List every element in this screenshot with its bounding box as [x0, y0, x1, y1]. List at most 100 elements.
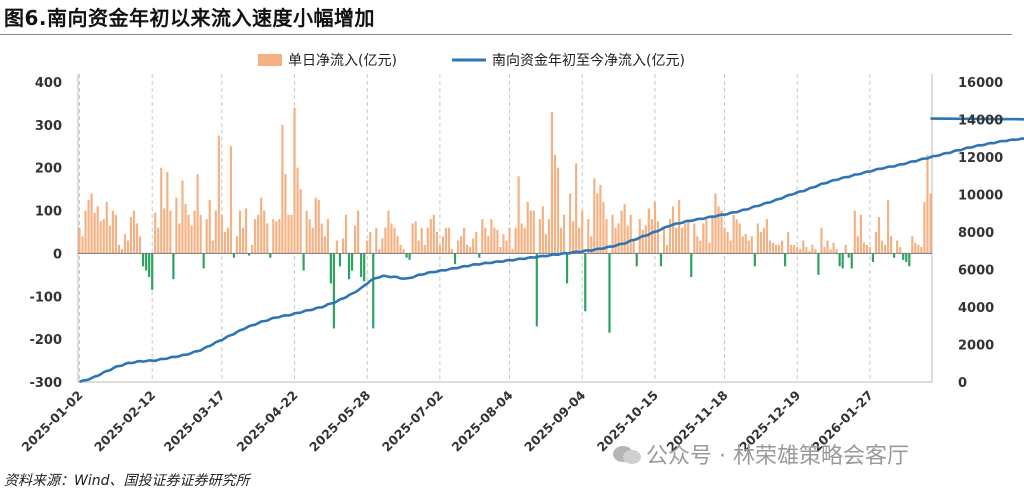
daily-flow-bar — [750, 236, 753, 254]
right-y-tick-label: 12000 — [958, 151, 1003, 166]
daily-flow-bar — [853, 210, 856, 254]
daily-flow-bar — [344, 214, 348, 254]
right-y-tick-label: 6000 — [958, 264, 994, 279]
right-y-axis: 16000 14000 12000 10000 8000 6000 4000 2000 0 — [958, 76, 1003, 391]
daily-flow-bar — [929, 193, 932, 254]
daily-flow-bar — [154, 212, 157, 254]
daily-flow-bar — [632, 240, 635, 254]
daily-flow-bar — [556, 167, 560, 254]
daily-flow-bar — [917, 244, 920, 254]
legend: 单日净流入(亿元) 南向资金年初至今净流入(亿元) — [258, 52, 685, 69]
daily-flow-bar — [320, 223, 323, 254]
daily-flow-bar — [644, 225, 647, 254]
source-note: 资料来源：Wind、国投证券证券研究所 — [4, 473, 250, 489]
daily-flow-bar — [668, 219, 672, 254]
daily-flow-bar — [626, 225, 629, 254]
legend-bar-swatch — [258, 54, 282, 66]
daily-flow-bar — [138, 236, 142, 254]
daily-flow-bar — [635, 253, 638, 267]
daily-flow-bar — [708, 242, 711, 254]
x-tick-label: 2025-08-04 — [449, 387, 516, 454]
daily-flow-bar — [129, 217, 133, 254]
daily-flow-bar — [681, 227, 684, 254]
daily-flow-bar — [787, 232, 790, 254]
daily-flow-bar — [314, 197, 317, 254]
daily-flow-bar — [229, 146, 233, 254]
daily-flow-bar — [880, 240, 884, 254]
daily-flow-bar — [326, 219, 329, 254]
daily-flow-bar — [490, 219, 493, 254]
daily-flow-bar — [393, 227, 396, 254]
daily-flow-bar — [405, 253, 408, 258]
daily-flow-bar — [538, 219, 541, 254]
daily-flow-bar — [117, 244, 120, 254]
daily-flow-bar — [396, 236, 399, 254]
daily-flow-bar — [211, 240, 214, 254]
daily-flow-bar — [614, 227, 617, 254]
right-y-tick-label: 10000 — [958, 189, 1003, 204]
daily-flow-bar — [120, 249, 124, 254]
daily-flow-bar — [826, 240, 829, 254]
daily-flow-bar — [145, 253, 148, 271]
daily-flow-bar — [475, 232, 478, 254]
daily-flow-bar — [408, 253, 411, 260]
daily-flow-bar — [514, 227, 517, 254]
daily-flow-bar — [390, 223, 393, 254]
daily-flow-bar — [523, 227, 526, 254]
daily-flow-bar — [565, 253, 569, 284]
daily-flow-bar — [790, 244, 793, 254]
daily-flow-bar — [690, 253, 693, 277]
daily-flow-bar — [641, 229, 644, 254]
daily-flow-bar — [187, 214, 190, 254]
daily-flow-bar — [305, 210, 308, 254]
daily-flow-bar — [323, 236, 326, 254]
daily-flow-bar — [241, 227, 245, 254]
daily-flow-bar — [726, 232, 729, 254]
daily-flow-bar — [444, 227, 448, 254]
daily-flow-bar — [650, 219, 653, 254]
chart-area: 400 300 200 100 0 -100 -200 -300 16000 14000 1200… — [18, 52, 1024, 455]
daily-flow-bar — [254, 219, 257, 254]
daily-flow-bar — [729, 240, 732, 254]
daily-flow-bar — [196, 174, 199, 254]
daily-flow-bar — [456, 240, 460, 254]
daily-flow-bar — [747, 240, 750, 254]
daily-flow-bar — [132, 210, 136, 254]
daily-flow-bar — [148, 253, 151, 277]
daily-flow-bar — [723, 227, 726, 254]
daily-flow-bar — [84, 210, 87, 254]
daily-flow-bar — [820, 227, 823, 254]
daily-flow-bar — [699, 240, 702, 254]
daily-flow-bar — [251, 244, 254, 254]
x-tick-label: 2025-05-28 — [306, 388, 373, 455]
daily-flow-bar — [765, 219, 769, 254]
daily-flow-bar — [463, 227, 466, 254]
daily-flow-bar — [244, 208, 248, 254]
daily-flow-bar — [862, 242, 865, 254]
daily-flow-bar — [908, 253, 911, 267]
daily-flow-bar — [587, 219, 590, 254]
daily-flow-bar — [329, 253, 332, 284]
daily-flow-bar — [193, 210, 196, 254]
daily-flow-bar — [151, 253, 154, 290]
daily-flow-bar — [372, 253, 375, 329]
daily-flow-bar — [705, 219, 708, 254]
daily-flow-bar — [238, 210, 242, 254]
daily-flow-bar — [181, 180, 184, 254]
daily-flow-bar — [93, 212, 96, 254]
daily-flow-bar — [248, 253, 251, 256]
daily-flow-bar — [123, 234, 127, 254]
daily-flow-bar — [102, 219, 105, 254]
daily-flow-bar — [572, 221, 575, 254]
daily-flow-bar — [360, 253, 363, 277]
daily-flow-bar — [781, 240, 784, 254]
daily-flow-bar — [417, 240, 420, 254]
daily-flow-bar — [496, 229, 499, 254]
daily-flow-bar — [308, 219, 311, 254]
daily-flow-bar — [599, 184, 602, 254]
daily-flow-bar — [335, 240, 339, 254]
daily-flow-bar — [550, 112, 554, 254]
daily-flow-bar — [777, 244, 781, 254]
daily-flow-bar — [175, 197, 178, 254]
x-tick-label: 2025-02-12 — [91, 388, 158, 455]
